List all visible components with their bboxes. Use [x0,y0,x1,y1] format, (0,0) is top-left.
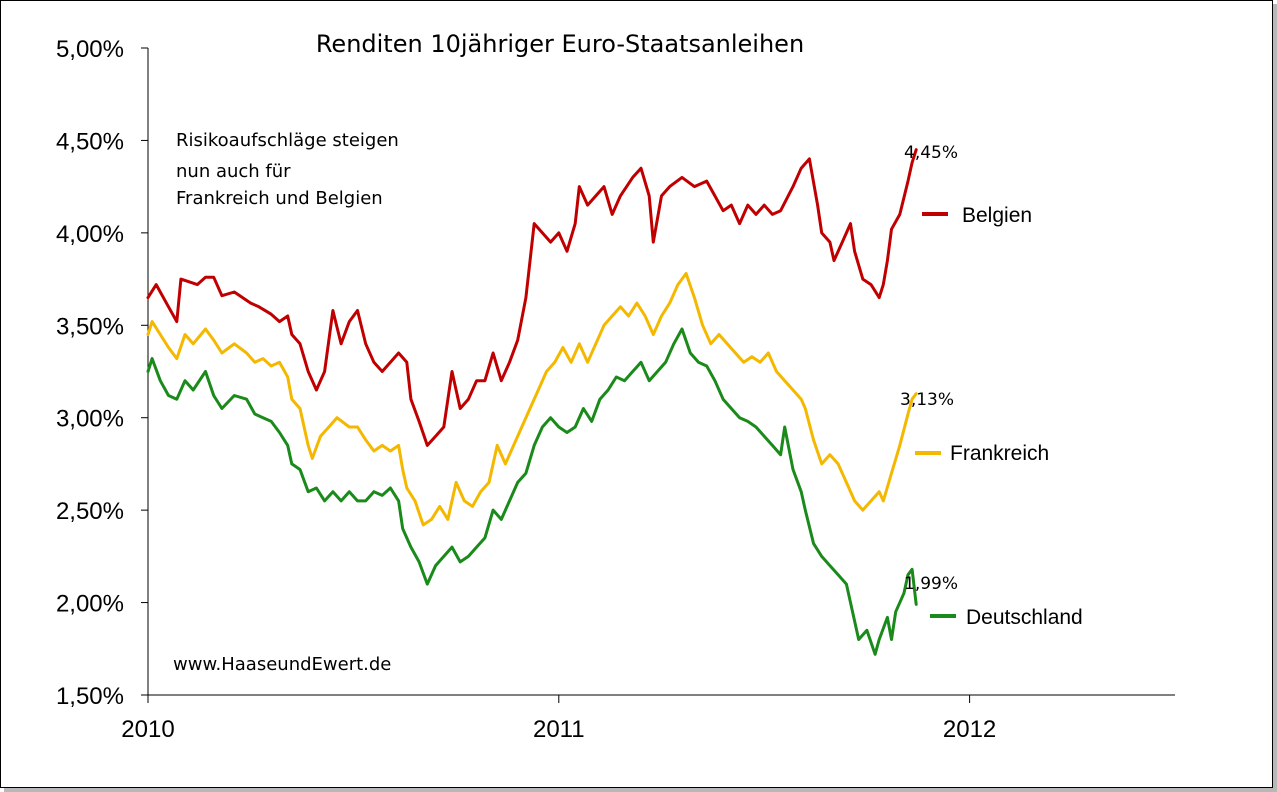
annotation-line-2: nun auch für [176,161,291,182]
series-line-belgien [146,148,918,447]
legend-deutschland: Deutschland 1,99% [904,574,1083,629]
series-lines [146,148,918,656]
legend-frankreich: Frankreich 3,13% [900,390,1049,465]
y-tick-label: 2,50% [56,498,124,525]
y-tick-label: 4,00% [56,221,124,248]
end-label-deutschland: 1,99% [904,574,958,594]
x-tick-label: 2010 [121,716,174,743]
end-label-belgien: 4,45% [904,143,958,163]
end-label-frankreich: 3,13% [900,390,954,410]
annotation-line-1: Risikoaufschläge steigen [176,130,399,151]
legend-belgien: Belgien 4,45% [904,143,1032,227]
y-tick-label: 4,50% [56,128,124,155]
chart-title: Renditen 10jähriger Euro-Staatsanleihen [316,30,804,58]
y-tick-labels: 1,50% 2,00% 2,50% 3,00% 3,50% 4,00% 4,50% 5,00% [56,36,124,710]
y-tick-label: 1,50% [56,683,124,710]
x-tick-label: 2011 [533,716,585,743]
y-tick-label: 3,00% [56,406,124,433]
series-line-deutschland [146,327,918,656]
y-tick-label: 5,00% [56,36,124,63]
y-tick-label: 2,00% [56,591,124,618]
legend-label-frankreich: Frankreich [950,442,1049,465]
x-tick-label: 2012 [943,716,996,743]
annotation-line-3: Frankreich und Belgien [176,188,383,209]
x-tick-labels: 2010 2011 2012 [121,716,996,743]
y-tick-label: 3,50% [56,313,124,340]
source-url: www.HaaseundEwert.de [173,654,391,675]
legend-label-belgien: Belgien [962,204,1032,227]
series-line-frankreich [146,272,918,527]
legend-label-deutschland: Deutschland [966,606,1083,629]
